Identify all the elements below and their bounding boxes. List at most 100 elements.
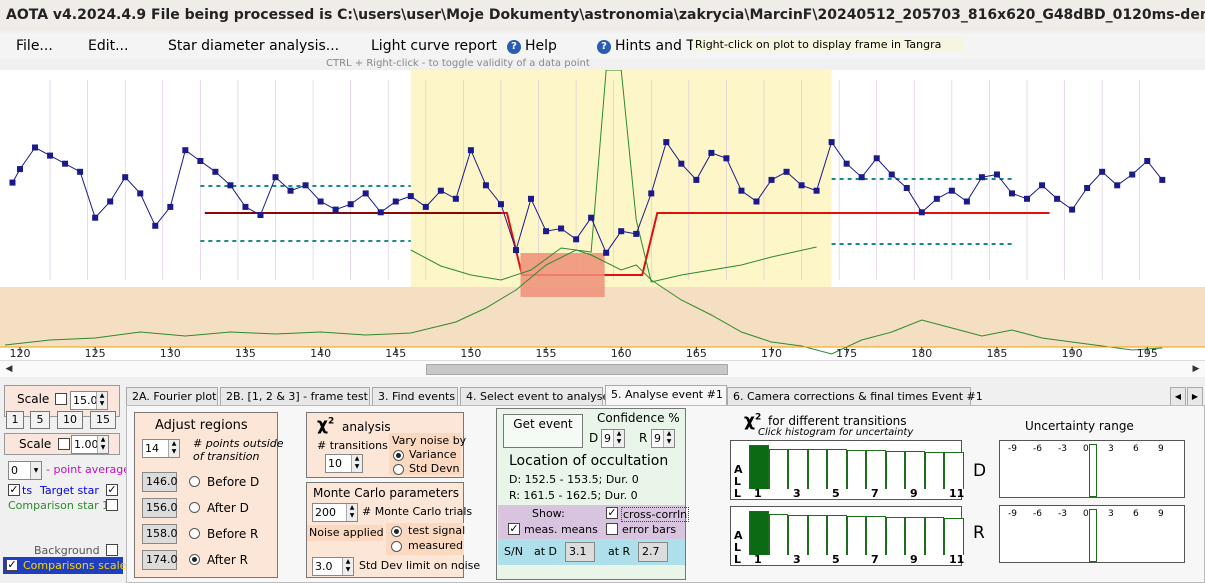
after-r-value: 174.0	[142, 550, 178, 570]
histogram-r-bar[interactable]	[846, 515, 866, 555]
light-curve-plot[interactable]: 120 125 130 135 140 145 150 155 160 165 170 175 180 1…	[0, 70, 1205, 360]
data-point	[482, 182, 489, 189]
histogram-d-bar[interactable]	[944, 451, 964, 489]
uncertainty-tick-label: 3	[1108, 444, 1114, 454]
uncertainty-tick-label: 9	[1158, 509, 1164, 519]
menu-star-diameter[interactable]: Star diameter analysis...	[168, 38, 340, 54]
histogram-d-bar[interactable]	[924, 451, 944, 489]
scale-10-button[interactable]: 10	[57, 411, 83, 429]
histogram-d-bar[interactable]	[788, 448, 808, 489]
histogram-d-bar[interactable]	[827, 449, 847, 489]
snr-at-d-label: at D	[534, 545, 558, 558]
comparisons-scaled-checkbox[interactable]: ✓	[6, 558, 18, 571]
menu-hints[interactable]: ? Hints and Ti	[597, 38, 698, 54]
histogram-d-bar[interactable]	[905, 451, 925, 489]
histogram-r-bar[interactable]	[885, 516, 905, 555]
tab-select-event[interactable]: 4. Select event to analyse	[460, 387, 609, 405]
transitions-spinner[interactable]: 10 ▲ ▼	[325, 454, 363, 473]
histogram-d-bar[interactable]	[768, 448, 788, 489]
before-d-radio[interactable]	[189, 476, 200, 487]
data-point	[783, 168, 790, 175]
tab-analyse-event[interactable]: 5. Analyse event #1	[605, 385, 727, 405]
histogram-r-bar[interactable]	[807, 514, 827, 555]
tab-fourier-plot[interactable]: 2A. Fourier plot	[126, 387, 218, 405]
histogram-d-bar[interactable]	[866, 450, 886, 489]
background-checkbox[interactable]	[106, 544, 118, 556]
scale-spinner-2[interactable]: 1.00 ▲ ▼	[71, 435, 109, 454]
confidence-r-spinner[interactable]: 9 ▲ ▼	[651, 429, 675, 448]
target-ts-checkbox[interactable]: ✓	[8, 483, 20, 496]
before-r-radio[interactable]	[189, 528, 200, 539]
tab-scroll-right-icon[interactable]: ▶	[1187, 387, 1203, 405]
monte-carlo-title: Monte Carlo parameters	[313, 486, 459, 500]
histogram-d[interactable]: A L L 1 3 5 7 9 11	[730, 440, 964, 500]
scale-15-button[interactable]: 15	[90, 411, 116, 429]
histogram-d-bar[interactable]	[885, 450, 905, 489]
target-star-checkbox[interactable]: ✓	[106, 483, 118, 496]
scroll-thumb[interactable]	[426, 364, 728, 375]
histogram-r-bar[interactable]	[944, 517, 964, 555]
menu-file[interactable]: File...	[16, 38, 53, 54]
histogram-r-bar[interactable]	[749, 511, 769, 555]
data-point	[152, 222, 159, 229]
menu-light-curve-report[interactable]: Light curve report	[371, 38, 497, 54]
menu-edit[interactable]: Edit...	[88, 38, 129, 54]
scale-1-button[interactable]: 1	[6, 411, 24, 429]
histogram-d-bar[interactable]	[749, 445, 769, 489]
error-bars-checkbox[interactable]	[606, 523, 618, 535]
menu-help[interactable]: ? Help	[507, 38, 557, 54]
scale-spinner-1[interactable]: 15.0 ▲ ▼	[70, 391, 108, 410]
tab-camera-corrections[interactable]: 6. Camera corrections & final times Even…	[727, 387, 983, 405]
point-average-select[interactable]: 0 ▼	[8, 461, 42, 480]
data-point	[1099, 168, 1106, 175]
histogram-r-bar[interactable]	[827, 515, 847, 555]
data-point	[317, 198, 324, 205]
cross-corr-checkbox[interactable]: ✓	[606, 506, 618, 519]
x-tick-label: 145	[385, 347, 406, 360]
x-tick-label: 170	[761, 347, 782, 360]
histogram-r-bar[interactable]	[866, 516, 886, 555]
histogram-r[interactable]: A L L 1 3 5 7 9 11	[730, 506, 964, 566]
data-point	[467, 147, 474, 154]
histogram-d-bar[interactable]	[846, 449, 866, 489]
std-limit-spinner[interactable]: 3.0 ▲ ▼	[312, 557, 354, 576]
confidence-d-spinner[interactable]: 9 ▲ ▼	[601, 429, 625, 448]
histogram-r-bar[interactable]	[924, 517, 944, 555]
histogram-d-bar[interactable]	[807, 448, 827, 489]
histogram-r-bar[interactable]	[788, 514, 808, 555]
get-event-button[interactable]: Get event	[503, 414, 583, 448]
plot-scrollbar[interactable]: ◀ ▶	[0, 360, 1205, 377]
scale-checkbox-2[interactable]	[58, 438, 70, 450]
histogram-r-bar[interactable]	[905, 517, 925, 555]
before-d-value: 146.0	[142, 472, 178, 492]
point-average-label: - point average	[46, 463, 131, 476]
after-r-radio[interactable]	[189, 554, 200, 565]
show-label: Show:	[532, 507, 565, 520]
variance-radio[interactable]	[393, 450, 404, 461]
points-outside-spinner[interactable]: 14 ▲ ▼	[142, 439, 180, 458]
scale-5-button[interactable]: 5	[30, 411, 50, 429]
comparisons-scaled-row[interactable]: ✓ Comparisons scaled	[3, 557, 133, 574]
std-devn-radio[interactable]	[393, 464, 404, 475]
measured-radio[interactable]	[391, 541, 402, 552]
test-signal-radio[interactable]	[391, 526, 402, 537]
x-tick-label: 190	[1062, 347, 1083, 360]
trials-spinner[interactable]: 200 ▲ ▼	[312, 503, 358, 522]
tab-frame-test[interactable]: 2B. [1, 2 & 3] - frame test	[220, 387, 370, 405]
scale-checkbox-1[interactable]	[55, 393, 67, 405]
data-point	[9, 179, 16, 186]
data-point	[813, 187, 820, 194]
scroll-left-icon[interactable]: ◀	[5, 364, 13, 374]
tab-find-events[interactable]: 3. Find events	[372, 387, 458, 405]
comparison-star-checkbox[interactable]	[106, 499, 118, 511]
after-d-radio[interactable]	[189, 502, 200, 513]
histogram-r-bar[interactable]	[768, 514, 788, 555]
histogram-d-all-label: L	[734, 487, 742, 500]
data-point	[693, 176, 700, 183]
histogram-d-all-label: A	[734, 463, 743, 476]
scroll-right-icon[interactable]: ▶	[1192, 364, 1200, 374]
meas-means-checkbox[interactable]: ✓	[508, 522, 520, 535]
data-point	[92, 214, 99, 221]
tab-scroll-left-icon[interactable]: ◀	[1170, 387, 1186, 405]
std-devn-label: Std Devn	[409, 462, 460, 475]
